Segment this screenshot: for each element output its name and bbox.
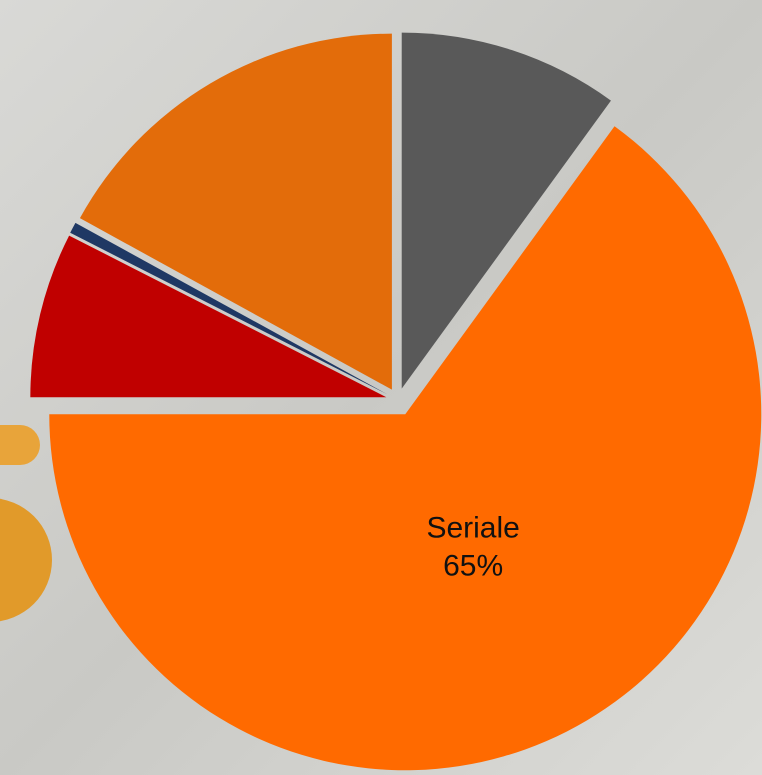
decoration <box>0 425 40 465</box>
decoration <box>0 498 52 622</box>
slice-label: Seriale <box>426 511 519 544</box>
slice-value-label: 65% <box>443 549 503 582</box>
pie-slice <box>49 126 762 771</box>
pie: Seriale 65% <box>30 32 762 771</box>
pie-slice <box>30 235 387 398</box>
pie-slice <box>401 32 611 389</box>
pie-slice <box>70 222 388 395</box>
pie-slice <box>79 33 392 390</box>
